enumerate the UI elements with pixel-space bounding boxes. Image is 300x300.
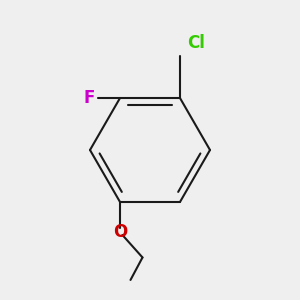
Text: O: O: [113, 223, 127, 241]
Text: Cl: Cl: [188, 34, 206, 52]
Text: F: F: [83, 89, 94, 107]
